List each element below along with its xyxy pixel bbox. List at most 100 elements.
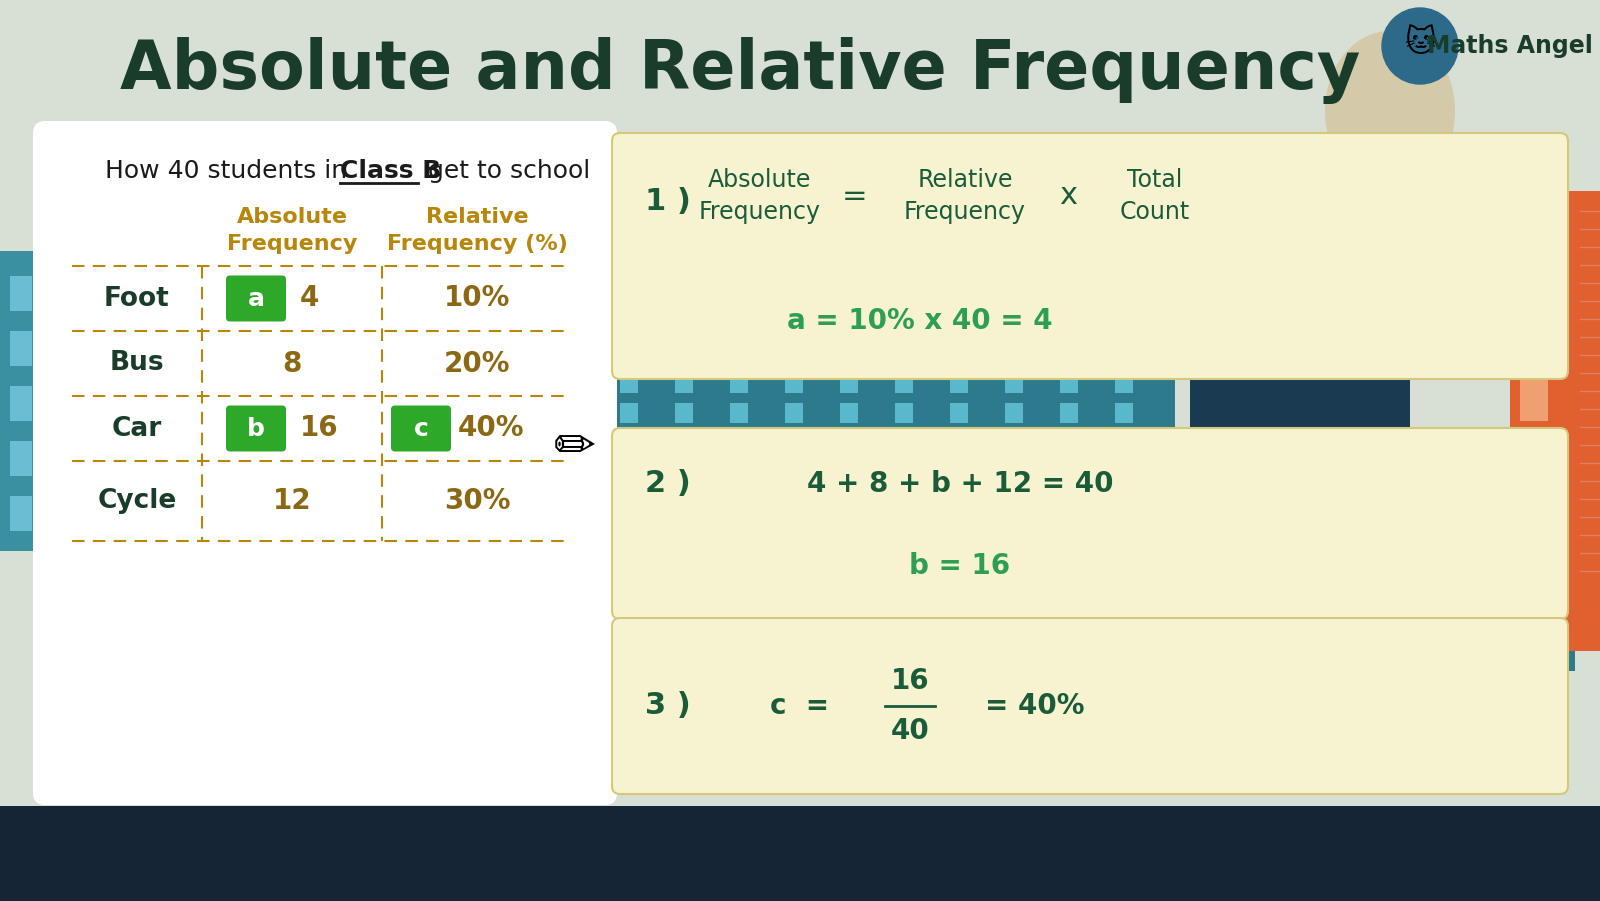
FancyBboxPatch shape (730, 579, 749, 599)
FancyBboxPatch shape (226, 405, 286, 451)
FancyBboxPatch shape (1280, 639, 1298, 659)
Text: Maths Angel: Maths Angel (1427, 34, 1594, 58)
FancyBboxPatch shape (894, 579, 914, 599)
FancyBboxPatch shape (1520, 306, 1549, 351)
FancyBboxPatch shape (1170, 639, 1187, 659)
FancyBboxPatch shape (1390, 639, 1408, 659)
FancyBboxPatch shape (1170, 609, 1187, 629)
FancyBboxPatch shape (675, 639, 693, 659)
FancyBboxPatch shape (10, 276, 32, 311)
FancyBboxPatch shape (840, 433, 858, 453)
FancyBboxPatch shape (840, 609, 858, 629)
FancyBboxPatch shape (1501, 639, 1518, 659)
FancyBboxPatch shape (1445, 579, 1462, 599)
FancyBboxPatch shape (621, 579, 638, 599)
FancyBboxPatch shape (1334, 639, 1354, 659)
FancyBboxPatch shape (611, 428, 1568, 619)
FancyBboxPatch shape (621, 433, 638, 453)
FancyBboxPatch shape (1115, 373, 1133, 393)
Text: 🐱: 🐱 (1405, 28, 1435, 58)
FancyBboxPatch shape (1059, 403, 1078, 423)
FancyBboxPatch shape (675, 609, 693, 629)
FancyBboxPatch shape (1390, 609, 1408, 629)
Text: = 40%: = 40% (986, 692, 1085, 720)
FancyBboxPatch shape (611, 618, 1568, 794)
FancyBboxPatch shape (786, 579, 803, 599)
FancyBboxPatch shape (675, 403, 693, 423)
Text: 1 ): 1 ) (645, 187, 691, 215)
Text: =: = (842, 181, 867, 211)
FancyBboxPatch shape (1005, 433, 1022, 453)
FancyBboxPatch shape (1501, 609, 1518, 629)
FancyBboxPatch shape (1520, 516, 1549, 561)
Text: a: a (248, 287, 264, 311)
FancyBboxPatch shape (950, 639, 968, 659)
Text: Absolute
Frequency: Absolute Frequency (227, 207, 357, 254)
FancyBboxPatch shape (1005, 373, 1022, 393)
FancyBboxPatch shape (1520, 236, 1549, 281)
Text: Foot: Foot (104, 286, 170, 312)
FancyBboxPatch shape (611, 133, 1568, 379)
FancyBboxPatch shape (1280, 609, 1298, 629)
Text: How 40 students in: How 40 students in (106, 159, 355, 183)
FancyBboxPatch shape (1005, 639, 1022, 659)
FancyBboxPatch shape (1115, 639, 1133, 659)
FancyBboxPatch shape (1226, 609, 1243, 629)
FancyBboxPatch shape (10, 386, 32, 421)
FancyBboxPatch shape (950, 579, 968, 599)
FancyBboxPatch shape (10, 441, 32, 476)
FancyBboxPatch shape (1005, 403, 1022, 423)
FancyBboxPatch shape (675, 373, 693, 393)
Text: 4 + 8 + b + 12 = 40: 4 + 8 + b + 12 = 40 (806, 470, 1114, 498)
FancyBboxPatch shape (675, 433, 693, 453)
Text: Relative
Frequency (%): Relative Frequency (%) (387, 207, 568, 254)
FancyBboxPatch shape (1059, 579, 1078, 599)
Text: 10%: 10% (443, 285, 510, 313)
Text: 4: 4 (301, 285, 320, 313)
FancyBboxPatch shape (950, 373, 968, 393)
Text: Bus: Bus (110, 350, 165, 377)
Text: 12: 12 (272, 487, 312, 515)
Text: 40%: 40% (458, 414, 525, 442)
FancyBboxPatch shape (1115, 579, 1133, 599)
FancyBboxPatch shape (786, 639, 803, 659)
Text: 20%: 20% (443, 350, 510, 378)
Text: Total
Count: Total Count (1120, 168, 1190, 223)
FancyBboxPatch shape (1059, 373, 1078, 393)
FancyBboxPatch shape (730, 373, 749, 393)
Text: get to school: get to school (419, 159, 590, 183)
FancyBboxPatch shape (840, 579, 858, 599)
FancyBboxPatch shape (1226, 639, 1243, 659)
FancyBboxPatch shape (0, 806, 1600, 901)
FancyBboxPatch shape (1059, 609, 1078, 629)
FancyBboxPatch shape (786, 433, 803, 453)
FancyBboxPatch shape (1520, 586, 1549, 631)
FancyBboxPatch shape (786, 373, 803, 393)
FancyBboxPatch shape (1115, 403, 1133, 423)
Text: b = 16: b = 16 (909, 552, 1011, 580)
FancyBboxPatch shape (1190, 371, 1410, 451)
Text: Absolute and Relative Frequency: Absolute and Relative Frequency (120, 38, 1360, 105)
FancyBboxPatch shape (730, 433, 749, 453)
Text: ✏️: ✏️ (554, 424, 595, 472)
FancyBboxPatch shape (1115, 609, 1133, 629)
FancyBboxPatch shape (950, 433, 968, 453)
Text: 30%: 30% (443, 487, 510, 515)
FancyBboxPatch shape (1445, 639, 1462, 659)
FancyBboxPatch shape (595, 371, 1174, 466)
FancyBboxPatch shape (840, 403, 858, 423)
FancyBboxPatch shape (621, 373, 638, 393)
FancyBboxPatch shape (10, 331, 32, 366)
Text: 8: 8 (282, 350, 302, 378)
FancyBboxPatch shape (42, 276, 64, 311)
FancyBboxPatch shape (675, 579, 693, 599)
Text: Relative
Frequency: Relative Frequency (904, 168, 1026, 223)
Text: c  =: c = (771, 692, 829, 720)
FancyBboxPatch shape (1520, 376, 1549, 421)
FancyBboxPatch shape (1059, 639, 1078, 659)
FancyBboxPatch shape (1005, 609, 1022, 629)
Text: Class B: Class B (339, 159, 442, 183)
FancyBboxPatch shape (786, 609, 803, 629)
Circle shape (1382, 8, 1458, 84)
FancyBboxPatch shape (894, 433, 914, 453)
